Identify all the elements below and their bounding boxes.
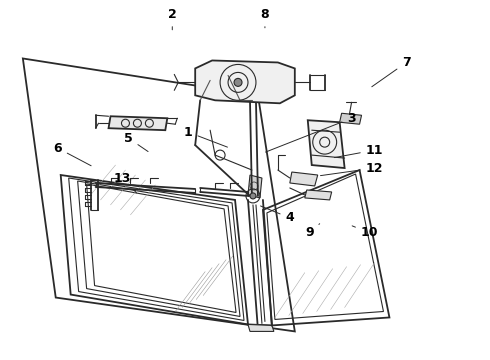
Text: 9: 9 xyxy=(305,224,319,239)
Text: 10: 10 xyxy=(352,226,378,239)
Polygon shape xyxy=(305,190,332,200)
Text: 7: 7 xyxy=(372,56,411,87)
Text: 8: 8 xyxy=(261,8,269,28)
Text: 5: 5 xyxy=(124,132,148,152)
Text: 13: 13 xyxy=(114,171,137,193)
Polygon shape xyxy=(340,113,362,124)
Text: 11: 11 xyxy=(334,144,383,158)
Polygon shape xyxy=(308,120,344,168)
Text: 6: 6 xyxy=(53,141,91,166)
Circle shape xyxy=(250,193,256,199)
Polygon shape xyxy=(108,116,167,130)
Text: 1: 1 xyxy=(184,126,227,147)
Text: 3: 3 xyxy=(266,112,356,152)
Polygon shape xyxy=(248,324,274,332)
Polygon shape xyxy=(290,172,318,186)
Circle shape xyxy=(234,78,242,86)
Polygon shape xyxy=(195,60,295,103)
Text: 4: 4 xyxy=(261,206,294,224)
Text: 12: 12 xyxy=(320,162,383,176)
Polygon shape xyxy=(248,175,262,198)
Text: 2: 2 xyxy=(168,8,177,30)
